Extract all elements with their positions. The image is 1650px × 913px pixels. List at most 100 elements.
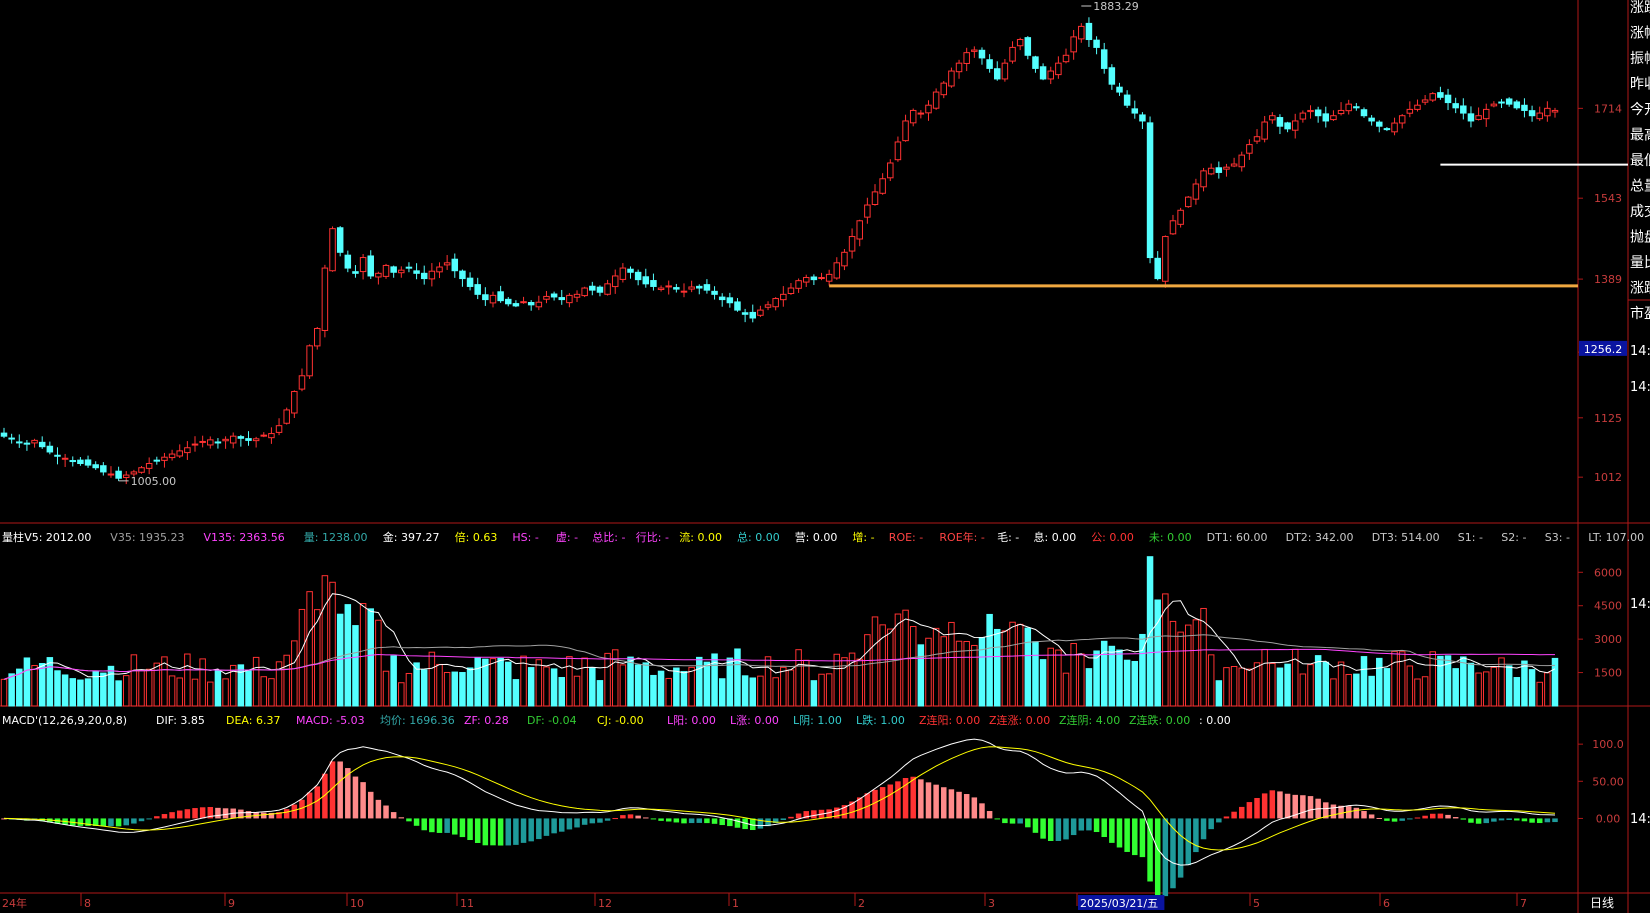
candle-down[interactable] xyxy=(1139,114,1146,122)
candle-up[interactable] xyxy=(398,269,405,274)
candle-up[interactable] xyxy=(298,375,306,390)
candle-up[interactable] xyxy=(1398,115,1406,124)
candle-up[interactable] xyxy=(825,273,833,282)
candle-up[interactable] xyxy=(207,439,214,446)
candle-down[interactable] xyxy=(1146,122,1154,259)
candle-down[interactable] xyxy=(77,459,84,465)
candle-down[interactable] xyxy=(1131,108,1139,114)
candle-down[interactable] xyxy=(1460,105,1467,114)
candle-down[interactable] xyxy=(0,432,8,437)
candle-down[interactable] xyxy=(1353,106,1360,109)
candle-up[interactable] xyxy=(963,52,970,64)
candle-up[interactable] xyxy=(611,275,619,288)
candle-down[interactable] xyxy=(1032,56,1039,69)
candle-up[interactable] xyxy=(871,191,879,206)
candle-up[interactable] xyxy=(168,453,176,459)
candle-up[interactable] xyxy=(657,287,665,291)
candle-up[interactable] xyxy=(31,439,38,444)
candle-down[interactable] xyxy=(1376,121,1383,127)
candle-up[interactable] xyxy=(1544,107,1551,117)
candle-down[interactable] xyxy=(741,312,749,315)
candle-down[interactable] xyxy=(451,258,459,272)
candle-up[interactable] xyxy=(1009,46,1016,62)
candle-up[interactable] xyxy=(1261,121,1268,140)
candle-up[interactable] xyxy=(1200,170,1207,188)
candle-down[interactable] xyxy=(474,284,481,295)
candle-up[interactable] xyxy=(268,433,275,439)
candle-down[interactable] xyxy=(550,293,558,298)
candle-down[interactable] xyxy=(8,437,15,440)
candle-up[interactable] xyxy=(1307,109,1314,113)
candle-down[interactable] xyxy=(978,49,986,59)
candle-up[interactable] xyxy=(1078,25,1085,40)
candle-up[interactable] xyxy=(688,286,695,290)
candle-up[interactable] xyxy=(145,463,153,469)
candle-up[interactable] xyxy=(176,450,183,457)
candle-down[interactable] xyxy=(1505,98,1513,105)
candle-up[interactable] xyxy=(1291,120,1299,131)
candle-down[interactable] xyxy=(84,459,92,466)
candle-down[interactable] xyxy=(352,271,359,274)
candle-up[interactable] xyxy=(879,178,886,194)
candle-down[interactable] xyxy=(1368,117,1375,122)
candle-down[interactable] xyxy=(1322,113,1330,122)
candle-up[interactable] xyxy=(199,440,206,443)
candle-up[interactable] xyxy=(1299,112,1307,120)
candle-up[interactable] xyxy=(1207,167,1215,175)
candle-up[interactable] xyxy=(275,425,283,433)
candle-up[interactable] xyxy=(1490,103,1498,107)
candle-up[interactable] xyxy=(138,467,145,473)
candle-down[interactable] xyxy=(497,291,504,302)
candle-down[interactable] xyxy=(482,294,489,301)
candle-down[interactable] xyxy=(390,266,397,273)
candle-up[interactable] xyxy=(902,120,909,142)
candle-up[interactable] xyxy=(948,70,955,87)
candle-up[interactable] xyxy=(1482,108,1490,120)
candle-up[interactable] xyxy=(894,141,902,161)
candle-up[interactable] xyxy=(161,456,168,461)
candle-up[interactable] xyxy=(543,295,550,300)
candle-up[interactable] xyxy=(229,435,237,444)
candle-down[interactable] xyxy=(1123,94,1131,106)
candle-up[interactable] xyxy=(1337,109,1345,115)
candle-down[interactable] xyxy=(344,254,352,269)
candle-up[interactable] xyxy=(818,277,825,280)
candle-up[interactable] xyxy=(1421,99,1429,103)
candle-down[interactable] xyxy=(466,277,474,287)
candle-down[interactable] xyxy=(245,438,252,441)
candle-up[interactable] xyxy=(428,270,436,280)
candle-down[interactable] xyxy=(54,454,61,457)
candle-up[interactable] xyxy=(1055,62,1062,76)
candle-up[interactable] xyxy=(1475,115,1482,120)
candle-up[interactable] xyxy=(909,109,917,124)
candle-up[interactable] xyxy=(1414,104,1421,110)
candle-down[interactable] xyxy=(1100,49,1108,69)
candle-down[interactable] xyxy=(1513,101,1521,109)
candle-down[interactable] xyxy=(627,268,634,273)
candle-down[interactable] xyxy=(1444,94,1452,104)
candle-up[interactable] xyxy=(864,204,871,218)
candle-up[interactable] xyxy=(314,327,321,347)
candle-down[interactable] xyxy=(810,276,818,281)
candle-down[interactable] xyxy=(994,68,1001,80)
candle-down[interactable] xyxy=(23,442,31,445)
candle-down[interactable] xyxy=(726,297,734,304)
candle-up[interactable] xyxy=(1551,109,1559,113)
candle-down[interactable] xyxy=(1284,122,1291,130)
candle-up[interactable] xyxy=(955,62,963,73)
candle-down[interactable] xyxy=(1437,92,1444,98)
candle-up[interactable] xyxy=(573,293,581,298)
candle-up[interactable] xyxy=(887,162,894,179)
candle-up[interactable] xyxy=(1230,163,1238,167)
candle-down[interactable] xyxy=(512,303,520,307)
candle-down[interactable] xyxy=(405,266,413,269)
candle-up[interactable] xyxy=(222,438,229,442)
candle-up[interactable] xyxy=(1269,115,1276,121)
candle-up[interactable] xyxy=(1391,122,1398,133)
candle-up[interactable] xyxy=(1253,136,1261,142)
candle-down[interactable] xyxy=(703,284,711,291)
candle-up[interactable] xyxy=(1062,54,1070,63)
candle-up[interactable] xyxy=(787,287,795,294)
candle-up[interactable] xyxy=(535,301,543,308)
candle-up[interactable] xyxy=(130,471,138,475)
